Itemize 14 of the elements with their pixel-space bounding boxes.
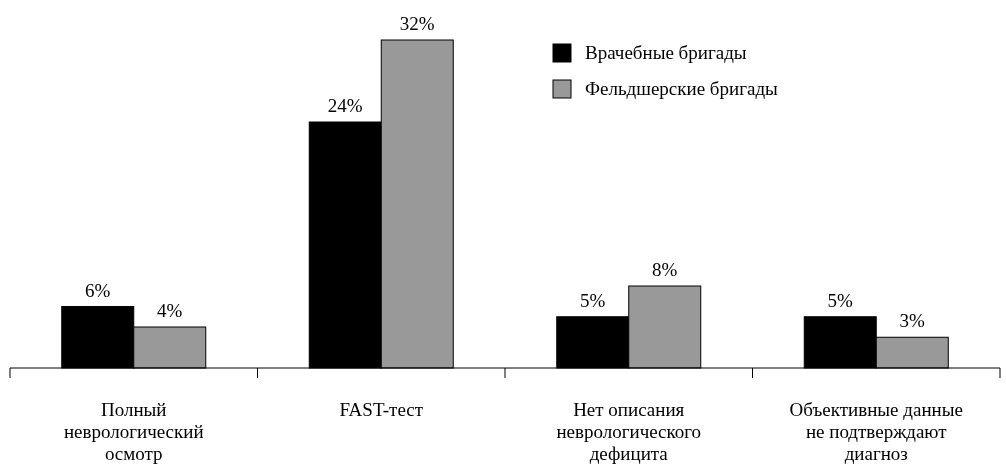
data-label: 24% bbox=[327, 95, 363, 116]
x-tick-label: Объективные данные не подтверждают диагноз bbox=[789, 399, 963, 464]
data-label: 32% bbox=[399, 13, 435, 34]
x-tick-label: FAST-тест bbox=[339, 399, 424, 420]
data-label: 3% bbox=[899, 310, 926, 332]
data-label: 4% bbox=[157, 300, 183, 321]
legend-label: Врачебные бригады bbox=[585, 42, 747, 63]
data-label: 5% bbox=[580, 289, 606, 311]
x-tick-label: Полный неврологический осмотр bbox=[63, 399, 204, 464]
data-label: 6% bbox=[85, 279, 111, 301]
data-label: 5% bbox=[827, 289, 854, 311]
data-label: 8% bbox=[652, 259, 678, 280]
x-tick-label: Нет описания неврологического дефицита bbox=[556, 399, 702, 464]
legend-label: Фельдшерские бригады bbox=[585, 78, 779, 99]
